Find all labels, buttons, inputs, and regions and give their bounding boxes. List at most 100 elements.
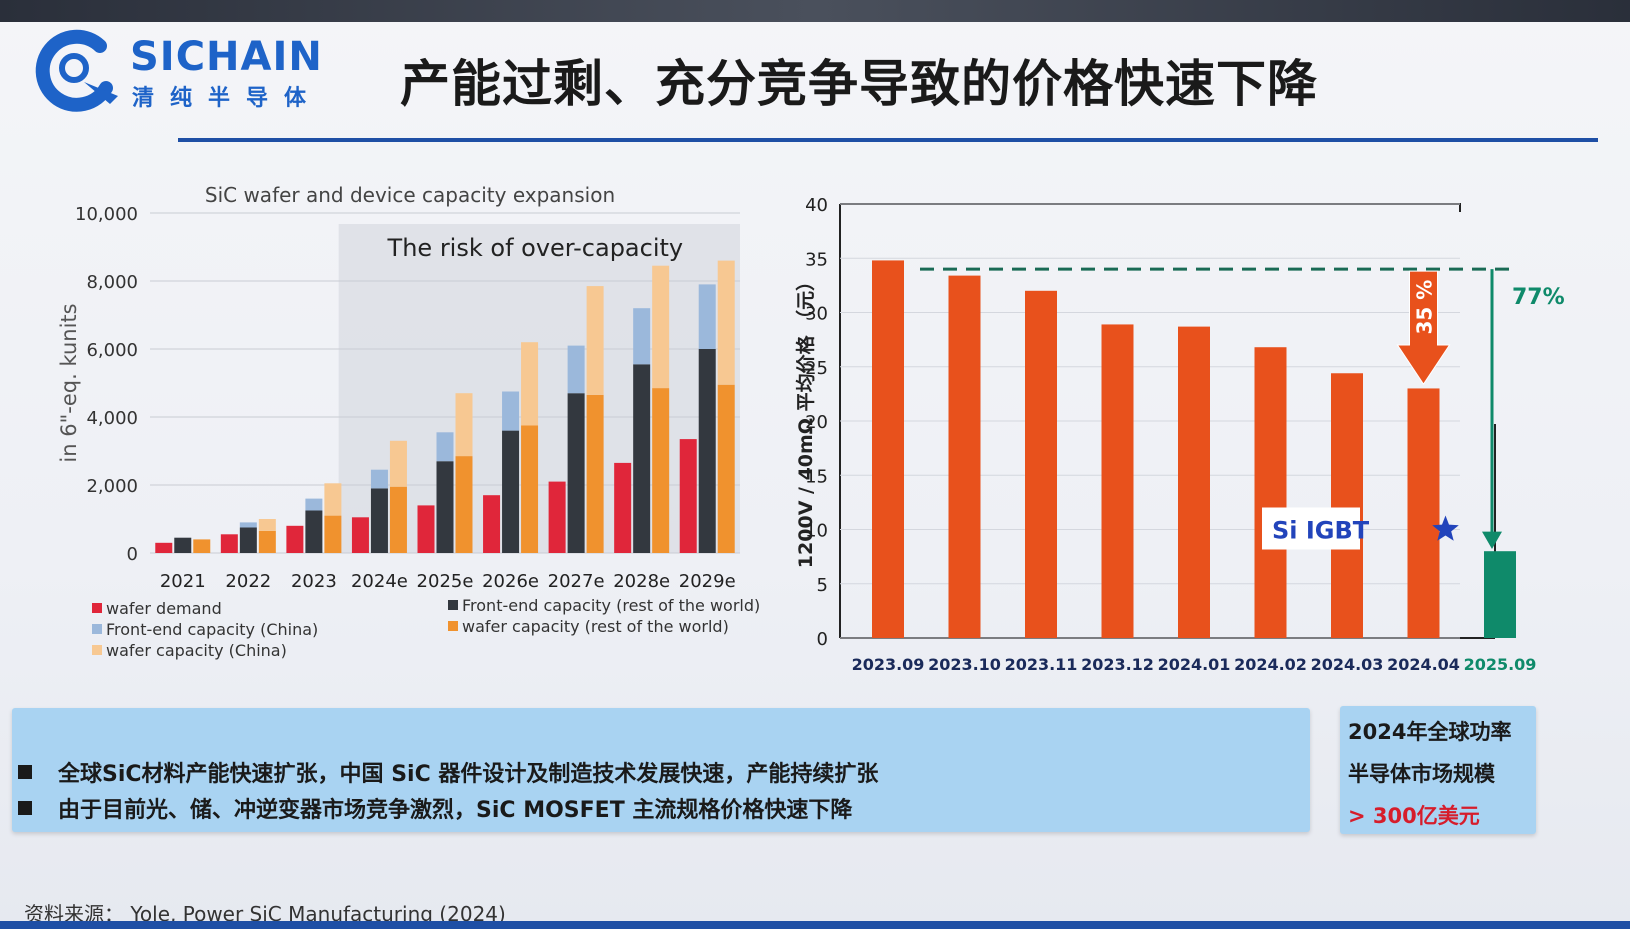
summary-box xyxy=(12,708,1310,832)
bar-wafer-capacity-row xyxy=(193,539,211,553)
page-title: 产能过剩、充分竞争导致的价格快速下降 xyxy=(400,55,1318,113)
sichain-logo-mark xyxy=(35,29,118,112)
bullet-square-icon xyxy=(18,765,32,779)
bar-price xyxy=(1331,373,1363,638)
over-capacity-annotation: The risk of over-capacity xyxy=(387,234,684,262)
bar-wafer-demand xyxy=(679,439,697,553)
y-tick-label: 30 xyxy=(805,304,828,325)
market-line-2: 半导体市场规模 xyxy=(1348,762,1495,786)
bar-front-end-china xyxy=(305,498,323,511)
bar-front-end-china xyxy=(698,284,716,349)
y-axis-label: in 6"-eq. kunits xyxy=(57,303,81,462)
bar-price xyxy=(1101,324,1134,638)
y-tick-label: 20 xyxy=(805,412,828,433)
arrow-down-icon xyxy=(1482,531,1502,550)
x-tick-label: 2024.01 xyxy=(1158,655,1231,674)
bar-price xyxy=(1025,290,1057,638)
bar-wafer-capacity-china xyxy=(586,286,604,395)
bar-wafer-demand xyxy=(220,534,238,553)
legend-swatch xyxy=(92,645,102,655)
si-igbt-label-bg xyxy=(1262,507,1360,550)
bullet-item-2: 由于目前光、储、冲逆变器市场竞争激烈，SiC MOSFET 主流规格价格快速下降 xyxy=(18,792,852,824)
top-band xyxy=(0,0,1630,22)
y-tick-label: 10,000 xyxy=(75,204,138,225)
legend-label: Front-end capacity (China) xyxy=(106,620,318,639)
bar-wafer-capacity-row xyxy=(324,515,342,553)
y-tick-label: 0 xyxy=(817,629,828,650)
y-tick-label: 2,000 xyxy=(86,476,138,497)
bar-wafer-capacity-row xyxy=(586,394,604,553)
si-igbt-label: Si IGBT xyxy=(1272,517,1370,545)
bar-wafer-capacity-china xyxy=(717,260,735,385)
title-divider xyxy=(178,138,1598,142)
y-tick-label: 6,000 xyxy=(86,340,138,361)
decline-arrow-icon xyxy=(1396,270,1451,386)
bar-wafer-capacity-china xyxy=(258,519,276,531)
bar-price xyxy=(1178,326,1210,638)
bar-wafer-capacity-row xyxy=(652,388,670,553)
x-tick-label: 2024.03 xyxy=(1311,655,1384,674)
bar-wafer-capacity-row xyxy=(258,530,276,553)
y-tick-label: 10 xyxy=(805,521,828,542)
chart-title: SiC wafer and device capacity expansion xyxy=(205,183,615,207)
legend-swatch xyxy=(92,624,102,634)
y-tick-label: 35 xyxy=(805,249,828,270)
bar-front-end-row xyxy=(370,488,388,553)
bar-front-end-china xyxy=(370,469,388,489)
bar-price xyxy=(872,260,904,638)
bar-front-end-row xyxy=(633,364,651,553)
x-tick-label: 2025.09 xyxy=(1464,655,1537,674)
bar-wafer-demand xyxy=(286,525,304,553)
bar-front-end-china xyxy=(239,522,257,528)
bar-front-end-row xyxy=(305,510,323,553)
bar-front-end-china xyxy=(567,345,585,394)
x-tick-label: 2025e xyxy=(417,571,474,592)
bullet-item-1: 全球SiC材料产能快速扩张，中国 SiC 器件设计及制造技术发展快速，产能持续扩… xyxy=(18,756,878,788)
market-line-1: 2024年全球功率 xyxy=(1348,720,1512,744)
bar-target-price xyxy=(1484,551,1516,638)
price-decline-chart: 0 5 10 15 20 25 30 35 40 1200V / 40mΩ 平均价格 （元） 202… xyxy=(794,195,1565,674)
legend-label: wafer capacity (China) xyxy=(106,641,287,660)
x-tick-label: 2022 xyxy=(225,571,271,592)
bar-wafer-demand xyxy=(614,462,632,553)
y-tick-label: 0 xyxy=(127,544,138,565)
legend-swatch xyxy=(92,603,102,613)
bar-price xyxy=(948,275,981,638)
bar-front-end-china xyxy=(436,432,454,462)
x-tick-label: 2027e xyxy=(548,571,605,592)
bar-price xyxy=(1254,347,1287,638)
bottom-bar xyxy=(0,921,1630,929)
company-logo: SICHAIN 清纯半导体 xyxy=(28,24,358,114)
bar-front-end-china xyxy=(633,308,651,365)
bullet-text: 全球SiC材料产能快速扩张，中国 SiC 器件设计及制造技术发展快速，产能持续扩… xyxy=(58,762,879,787)
bullet-text: 由于目前光、储、冲逆变器市场竞争激烈，SiC MOSFET 主流规格价格快速下降 xyxy=(58,798,853,823)
bar-wafer-capacity-row xyxy=(521,425,539,553)
bar-wafer-capacity-china xyxy=(389,440,407,487)
y-axis-label: 1200V / 40mΩ 平均价格 （元） xyxy=(794,272,817,568)
legend-label: wafer demand xyxy=(106,599,222,618)
star-icon xyxy=(1432,515,1459,541)
y-tick-label: 4,000 xyxy=(86,408,138,429)
bar-wafer-capacity-row xyxy=(455,456,473,553)
bar-wafer-capacity-china xyxy=(324,483,342,516)
x-tick-label: 2028e xyxy=(613,571,670,592)
bar-wafer-capacity-china xyxy=(455,393,473,457)
x-tick-label: 2024e xyxy=(351,571,408,592)
bar-wafer-demand xyxy=(548,481,566,553)
market-value: > 300亿美元 xyxy=(1348,804,1480,828)
bar-wafer-demand xyxy=(351,517,369,553)
bar-front-end-china xyxy=(502,391,520,431)
y-tick-label: 15 xyxy=(805,466,828,487)
decline-77-label: 77% xyxy=(1512,285,1565,310)
legend-label: Front-end capacity (rest of the world) xyxy=(462,596,760,615)
bar-wafer-capacity-china xyxy=(521,342,539,426)
x-tick-label: 2021 xyxy=(160,571,206,592)
x-tick-label: 2024.04 xyxy=(1387,655,1460,674)
bar-wafer-capacity-row xyxy=(389,486,407,553)
bullet-square-icon xyxy=(18,801,32,815)
bar-wafer-capacity-china xyxy=(652,265,670,389)
x-tick-label: 2023.09 xyxy=(852,655,925,674)
x-tick-label: 2029e xyxy=(679,571,736,592)
x-tick-label: 2023.10 xyxy=(928,655,1001,674)
